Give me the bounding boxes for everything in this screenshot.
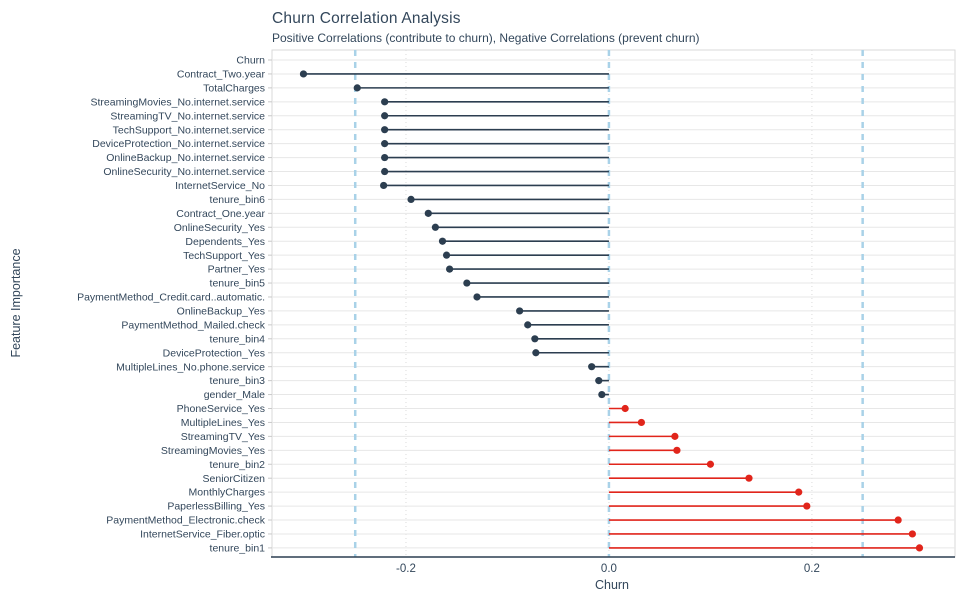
data-point: [381, 140, 389, 148]
data-point: [531, 335, 539, 343]
data-point: [795, 488, 803, 496]
y-tick-label: PaymentMethod_Mailed.check: [121, 319, 265, 331]
data-point: [894, 516, 902, 524]
x-tick-label: -0.2: [396, 563, 416, 575]
y-tick-label: DeviceProtection_No.internet.service: [92, 138, 265, 150]
y-tick-label: tenure_bin6: [210, 194, 266, 206]
y-tick-label: Dependents_Yes: [185, 236, 265, 248]
data-point: [706, 460, 715, 468]
x-tick-label: 0.2: [804, 563, 820, 575]
y-tick-label: Partner_Yes: [208, 264, 265, 276]
y-tick-label: tenure_bin5: [210, 278, 266, 290]
y-tick-label: DeviceProtection_Yes: [163, 347, 265, 359]
data-point: [473, 293, 481, 301]
y-tick-label: TechSupport_Yes: [183, 250, 265, 262]
data-point: [595, 377, 603, 385]
y-tick-label: gender_Male: [204, 389, 265, 401]
y-tick-label: OnlineSecurity_Yes: [174, 222, 265, 234]
chart-subtitle: Positive Correlations (contribute to chu…: [272, 31, 700, 45]
y-tick-label: MultipleLines_No.phone.service: [116, 361, 265, 373]
data-point: [598, 390, 606, 399]
y-tick-label: InternetService_Fiber.optic: [140, 529, 265, 541]
y-tick-label: tenure_bin4: [210, 333, 266, 345]
data-point: [588, 363, 596, 371]
data-point: [381, 126, 389, 134]
y-tick-label: TotalCharges: [203, 82, 265, 94]
data-point: [442, 251, 451, 259]
y-tick-label: Churn: [236, 55, 265, 67]
y-tick-label: PaperlessBilling_Yes: [167, 501, 265, 513]
x-axis-title: Churn: [594, 578, 630, 592]
y-tick-label: StreamingMovies_Yes: [161, 445, 265, 457]
data-point: [673, 446, 681, 454]
y-tick-label: MultipleLines_Yes: [181, 417, 265, 429]
data-point: [516, 307, 524, 315]
y-tick-label: TechSupport_No.internet.service: [113, 124, 265, 136]
y-tick-label: OnlineSecurity_No.internet.service: [103, 166, 265, 178]
y-tick-label: StreamingTV_Yes: [181, 431, 265, 443]
data-point: [407, 195, 415, 203]
data-point: [915, 544, 924, 552]
data-point: [380, 181, 388, 190]
y-tick-label: PhoneService_Yes: [177, 403, 265, 415]
y-tick-label: SeniorCitizen: [203, 473, 266, 485]
data-point: [424, 209, 432, 217]
y-tick-label: OnlineBackup_No.internet.service: [106, 152, 265, 164]
data-point: [532, 349, 540, 357]
data-point: [671, 432, 679, 440]
chart-title: Churn Correlation Analysis: [272, 10, 461, 27]
data-point: [381, 98, 389, 106]
y-tick-label: MonthlyCharges: [189, 487, 265, 499]
data-point: [621, 404, 629, 413]
x-tick-label: 0.0: [601, 563, 617, 575]
data-point: [803, 502, 811, 510]
data-point: [381, 153, 389, 162]
data-point: [446, 265, 454, 273]
y-tick-label: OnlineBackup_Yes: [177, 306, 265, 318]
data-point: [299, 70, 308, 78]
plot-panel: [271, 49, 956, 558]
y-tick-label: tenure_bin3: [210, 375, 266, 387]
data-point: [524, 321, 532, 329]
y-tick-label: Contract_Two.year: [177, 69, 266, 81]
data-point: [745, 474, 753, 482]
data-point: [381, 167, 389, 176]
data-point: [908, 530, 916, 538]
y-tick-label: PaymentMethod_Credit.card..automatic.: [77, 292, 265, 304]
y-tick-label: tenure_bin1: [210, 543, 266, 555]
data-point: [381, 112, 389, 120]
y-tick-label: tenure_bin2: [210, 459, 266, 471]
y-tick-label: PaymentMethod_Electronic.check: [106, 515, 265, 527]
y-tick-label: StreamingMovies_No.internet.service: [91, 96, 266, 108]
data-point: [637, 418, 646, 427]
data-point: [431, 223, 439, 231]
y-tick-label: Contract_One.year: [176, 208, 265, 220]
data-point: [353, 84, 361, 92]
data-point: [438, 237, 447, 245]
y-tick-label: StreamingTV_No.internet.service: [110, 110, 265, 122]
y-tick-label: InternetService_No: [175, 180, 265, 192]
data-point: [463, 279, 471, 287]
